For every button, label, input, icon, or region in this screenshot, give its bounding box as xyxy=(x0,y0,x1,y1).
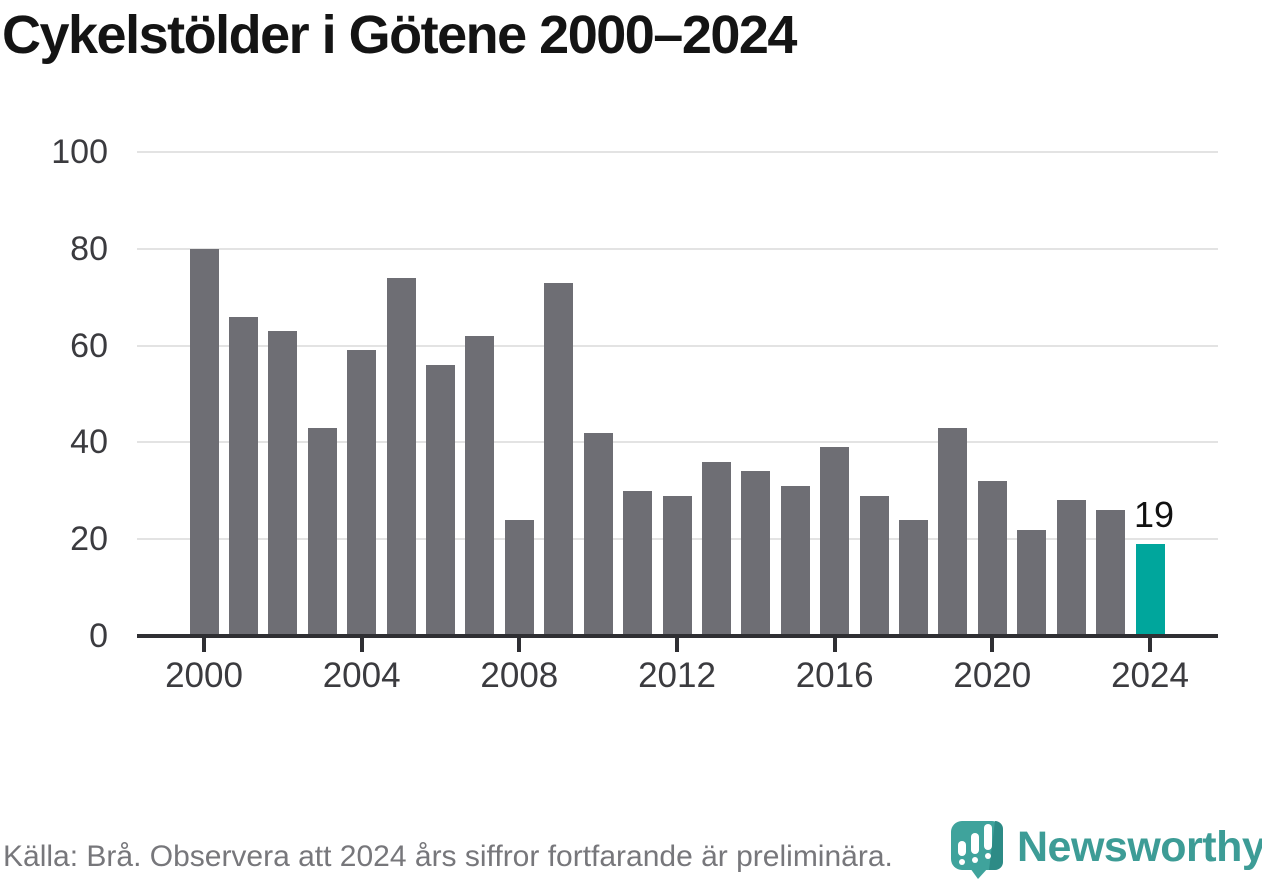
bar-2008 xyxy=(504,519,534,636)
x-axis-tick-label: 2000 xyxy=(165,656,243,695)
y-axis-tick-label: 60 xyxy=(70,326,108,365)
newsworthy-wordmark: Newsworthy xyxy=(1017,823,1262,871)
bar-2012 xyxy=(662,495,692,636)
bar-2006 xyxy=(426,364,455,636)
bar-2009 xyxy=(544,282,574,636)
y-axis-tick-label: 0 xyxy=(89,617,108,655)
newsworthy-logo-icon xyxy=(951,821,1003,879)
logo-dot-middle xyxy=(972,857,978,863)
x-axis-tick-2016 xyxy=(832,636,837,652)
x-axis-tick-2024 xyxy=(1148,636,1152,652)
bar-2003 xyxy=(307,427,337,636)
gridline-y40 xyxy=(137,441,1218,444)
x-axis-tick-label: 2012 xyxy=(638,656,716,695)
x-axis-tick-label: 2020 xyxy=(953,656,1032,695)
bar-2007 xyxy=(465,335,495,636)
bar-2022 xyxy=(1056,500,1086,636)
logo-dot-left xyxy=(959,859,965,865)
chart-title: Cykelstölder i Götene 2000–2024 xyxy=(2,5,797,65)
logo-bar-short xyxy=(958,841,966,856)
bar-2017 xyxy=(859,495,889,636)
bar-2005 xyxy=(386,277,416,636)
x-axis-tick-label: 2024 xyxy=(1111,656,1189,695)
x-axis-tick-2020 xyxy=(990,636,995,652)
gridline-y80 xyxy=(137,247,1218,250)
bar-2004 xyxy=(347,350,377,636)
y-axis-tick-label: 100 xyxy=(51,133,108,171)
bar-2013 xyxy=(701,461,731,636)
bar-2014 xyxy=(741,471,771,636)
x-axis-tick-label: 2008 xyxy=(480,656,559,695)
bar-2001 xyxy=(228,316,258,636)
gridline-y60 xyxy=(137,344,1218,347)
logo-pin-tail xyxy=(970,868,988,879)
logo-bar-medium xyxy=(971,833,979,854)
x-axis-tick-label: 2004 xyxy=(322,656,401,695)
y-axis-tick-label: 80 xyxy=(70,229,108,268)
x-axis-tick-2008 xyxy=(517,636,522,652)
bar-2020 xyxy=(977,481,1007,636)
bar-2016 xyxy=(820,447,850,636)
x-axis-tick-2004 xyxy=(359,636,364,652)
source-note: Källa: Brå. Observera att 2024 års siffr… xyxy=(3,840,893,873)
bar-2023 xyxy=(1096,510,1126,636)
logo-pin-shade xyxy=(989,821,1003,870)
x-axis-tick-2012 xyxy=(675,636,679,652)
bar-2002 xyxy=(268,331,298,636)
logo-dot-right xyxy=(985,853,991,859)
bar-2011 xyxy=(623,490,653,636)
bar-value-label: 19 xyxy=(1133,494,1175,536)
gridline-y100 xyxy=(137,151,1218,153)
bar-2010 xyxy=(583,432,613,636)
logo-bar-tall xyxy=(984,824,992,850)
bar-2000 xyxy=(189,248,219,636)
y-axis-tick-label: 40 xyxy=(70,423,108,462)
bar-2015 xyxy=(780,485,810,636)
bar-2024 xyxy=(1135,544,1165,636)
bar-2019 xyxy=(938,427,968,636)
x-axis-tick-2000 xyxy=(202,636,206,652)
y-axis-tick-label: 20 xyxy=(70,520,108,559)
bar-2021 xyxy=(1017,529,1047,636)
x-axis-tick-label: 2016 xyxy=(795,656,874,695)
bar-2018 xyxy=(899,519,928,636)
